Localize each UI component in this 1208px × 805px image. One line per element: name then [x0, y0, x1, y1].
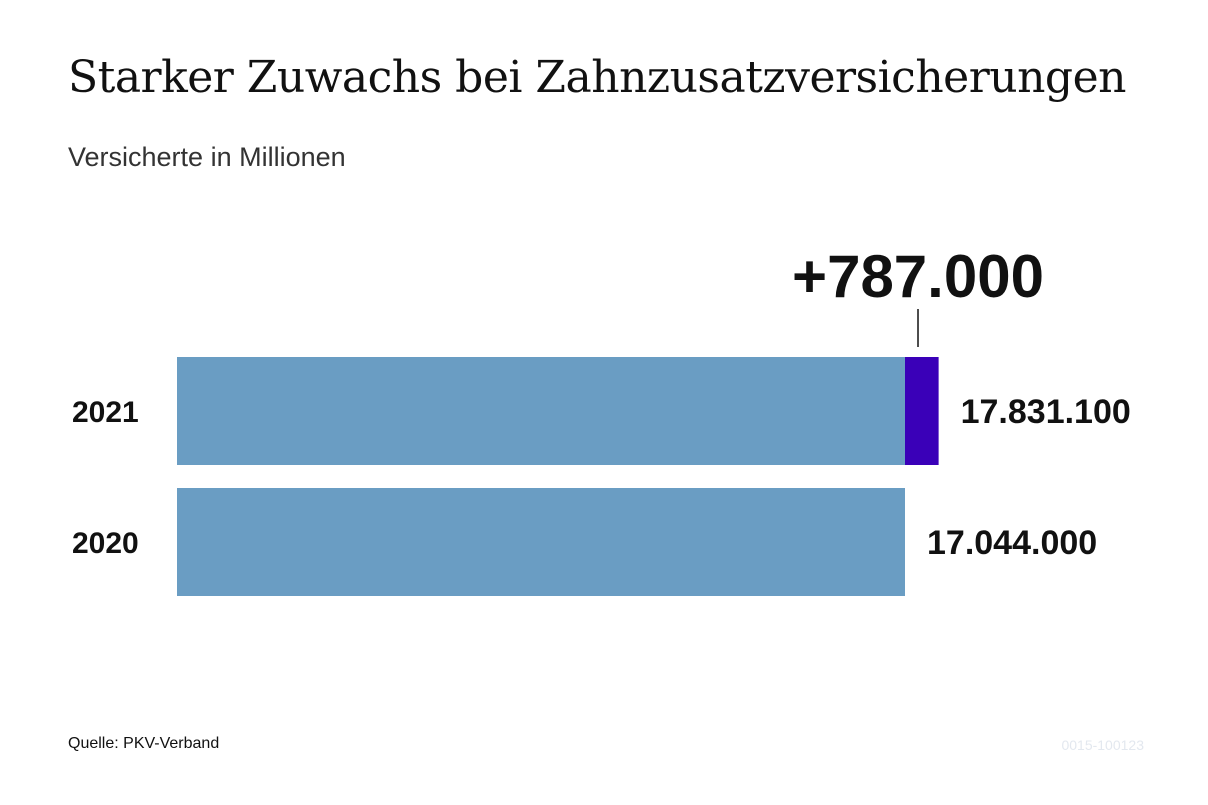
bar-2021 — [177, 357, 906, 465]
source-note: Quelle: PKV-Verband — [68, 735, 220, 752]
increase-segment-2021 — [905, 357, 939, 465]
value-label-2020: 17.044.000 — [927, 524, 1097, 562]
graphic-id: 0015-100123 — [1061, 737, 1144, 753]
category-label-2020: 2020 — [72, 527, 139, 560]
category-label-2021: 2021 — [72, 396, 139, 429]
bar-2020 — [177, 488, 905, 596]
chart-title: Starker Zuwachs bei Zahnzusatzversicheru… — [68, 52, 1126, 103]
value-label-2021: 17.831.100 — [961, 393, 1131, 431]
chart-subtitle: Versicherte in Millionen — [68, 142, 346, 172]
increase-label: +787.000 — [792, 243, 1044, 310]
bars-layer: 2021 +787.000 17.831.100 2020 17.044.000 — [72, 243, 1131, 596]
